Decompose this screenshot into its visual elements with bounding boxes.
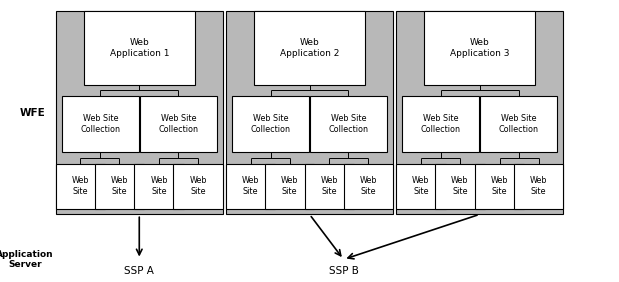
Text: Web
Application 2: Web Application 2: [280, 38, 339, 58]
Bar: [265, 164, 314, 209]
Text: SSP B: SSP B: [329, 266, 358, 276]
Bar: [56, 164, 105, 209]
Bar: [424, 11, 535, 85]
Text: Web
Site: Web Site: [321, 177, 338, 196]
Text: Web Site
Collection: Web Site Collection: [80, 114, 120, 134]
Bar: [134, 164, 184, 209]
Text: Web
Site: Web Site: [491, 177, 508, 196]
Text: Web
Site: Web Site: [360, 177, 377, 196]
Text: Web
Application 3: Web Application 3: [450, 38, 509, 58]
Text: Web
Site: Web Site: [242, 177, 259, 196]
Bar: [305, 164, 354, 209]
Text: Web
Site: Web Site: [451, 177, 469, 196]
Bar: [173, 164, 223, 209]
Bar: [254, 11, 365, 85]
Bar: [140, 96, 217, 152]
Bar: [62, 96, 139, 152]
Text: Application
Server: Application Server: [0, 250, 54, 269]
Text: Web Site
Collection: Web Site Collection: [421, 114, 461, 134]
Text: SSP A: SSP A: [124, 266, 154, 276]
Bar: [84, 11, 195, 85]
Bar: [435, 164, 485, 209]
Text: Web
Site: Web Site: [530, 177, 547, 196]
Text: Web Site
Collection: Web Site Collection: [158, 114, 198, 134]
Bar: [475, 164, 524, 209]
Text: Web Site
Collection: Web Site Collection: [499, 114, 539, 134]
Text: Web
Site: Web Site: [72, 177, 89, 196]
Bar: [402, 96, 479, 152]
Text: WFE: WFE: [19, 108, 45, 118]
Text: Web
Site: Web Site: [412, 177, 430, 196]
Bar: [310, 96, 387, 152]
Bar: [396, 164, 446, 209]
Bar: [95, 164, 144, 209]
Bar: [344, 164, 393, 209]
Text: Web
Site: Web Site: [281, 177, 298, 196]
Bar: [226, 11, 393, 214]
Text: Web Site
Collection: Web Site Collection: [329, 114, 368, 134]
Bar: [396, 11, 563, 214]
Bar: [232, 96, 309, 152]
Text: Web Site
Collection: Web Site Collection: [251, 114, 290, 134]
Bar: [56, 11, 223, 214]
Bar: [226, 164, 275, 209]
Text: Web
Site: Web Site: [111, 177, 128, 196]
Text: Web
Application 1: Web Application 1: [110, 38, 169, 58]
Text: Web
Site: Web Site: [189, 177, 207, 196]
Text: Web
Site: Web Site: [150, 177, 168, 196]
Bar: [514, 164, 563, 209]
Bar: [480, 96, 557, 152]
